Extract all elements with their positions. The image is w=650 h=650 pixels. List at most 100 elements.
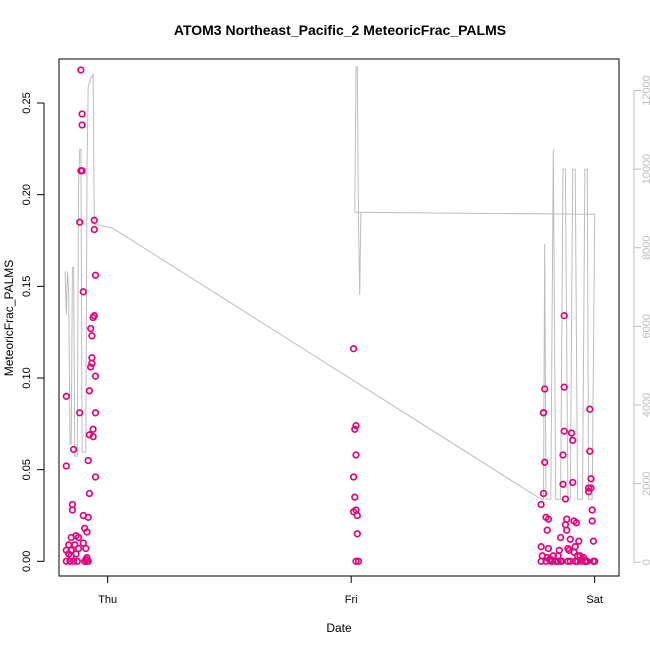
data-point	[537, 500, 545, 509]
data-point	[76, 409, 84, 417]
data-point	[563, 526, 571, 534]
data-point	[78, 167, 86, 175]
data-point	[74, 533, 83, 542]
y-tick-label: 0.00	[21, 551, 33, 572]
data-point	[567, 429, 576, 437]
data-point	[351, 425, 359, 433]
data-point	[91, 409, 100, 417]
data-point	[349, 345, 358, 353]
data-point	[62, 462, 70, 470]
data-point	[560, 383, 568, 391]
data-point	[87, 324, 95, 333]
data-point	[76, 218, 84, 226]
data-point	[569, 436, 577, 444]
plot-area-frame	[58, 58, 620, 577]
data-point	[353, 530, 361, 538]
data-point	[89, 425, 97, 433]
y-tick-label: 0.15	[21, 276, 33, 297]
data-point	[560, 312, 568, 320]
data-point	[88, 332, 96, 340]
scatter-points-layer	[62, 66, 599, 565]
data-point	[62, 392, 70, 400]
data-point	[541, 458, 549, 466]
y-tick-label: 0.10	[21, 367, 33, 388]
y2-tick-label: 0	[641, 559, 650, 565]
y-tick-label: 0.25	[21, 92, 33, 113]
data-point	[558, 557, 566, 565]
y2-tick-label: 2000	[641, 471, 650, 495]
data-point	[84, 513, 92, 521]
y2-tick-label: 12000	[641, 75, 650, 106]
data-point	[541, 385, 549, 393]
data-point	[555, 546, 563, 554]
data-point	[554, 557, 562, 565]
data-point	[544, 544, 553, 553]
data-point	[575, 537, 583, 545]
data-point	[69, 557, 78, 565]
data-point	[591, 557, 599, 565]
x-axis-label: Date	[326, 621, 352, 635]
y-axis-right: 0 2000 4000 6000 8000 10000 12000	[633, 75, 650, 565]
data-point	[90, 312, 98, 320]
data-point	[352, 422, 360, 430]
data-point	[91, 473, 100, 481]
y-tick-label: 0.05	[21, 459, 33, 480]
data-point	[586, 447, 594, 455]
data-point	[83, 528, 91, 536]
data-point	[84, 456, 92, 465]
data-point	[559, 451, 567, 459]
data-point	[544, 515, 553, 523]
data-point	[563, 515, 571, 523]
data-point	[73, 557, 81, 565]
data-point	[72, 550, 80, 558]
data-point	[352, 451, 360, 459]
data-point	[584, 484, 593, 492]
data-point	[353, 511, 361, 520]
y-tick-label: 0.20	[21, 184, 33, 205]
data-point	[85, 489, 94, 498]
data-point	[537, 543, 545, 551]
x-tick-label: Sat	[586, 594, 603, 606]
y-axis-left: 0.00 0.05 0.10 0.15 0.20 0.25	[21, 92, 45, 572]
data-point	[78, 121, 86, 129]
y2-tick-label: 10000	[641, 154, 650, 185]
data-point	[79, 288, 87, 296]
y2-tick-label: 6000	[641, 314, 650, 338]
altitude-line	[64, 66, 596, 500]
data-point	[77, 66, 85, 74]
data-point	[91, 372, 100, 380]
data-point	[78, 110, 86, 118]
x-tick-label: Fri	[345, 594, 358, 606]
data-point	[71, 541, 79, 549]
data-point	[571, 543, 579, 551]
data-point	[87, 363, 95, 371]
data-point	[586, 405, 594, 413]
x-tick-label: Thu	[98, 594, 117, 606]
data-point	[352, 557, 360, 565]
data-point	[588, 517, 596, 525]
data-point	[539, 489, 548, 498]
data-point	[566, 535, 574, 543]
data-point	[82, 544, 90, 553]
data-point	[587, 484, 595, 492]
data-point	[543, 526, 551, 534]
data-point	[88, 359, 96, 367]
data-point	[354, 557, 363, 565]
x-axis: Thu Fri Sat	[98, 575, 603, 606]
data-point	[89, 433, 97, 441]
data-point	[572, 519, 581, 527]
data-point	[588, 506, 596, 514]
data-point	[74, 544, 83, 553]
data-point	[79, 539, 87, 547]
data-point	[68, 506, 77, 514]
data-point	[349, 473, 358, 481]
data-point	[587, 475, 595, 483]
data-point	[564, 557, 572, 565]
data-point	[84, 557, 92, 565]
data-point	[559, 480, 567, 488]
data-point	[91, 271, 100, 279]
data-point	[83, 554, 91, 562]
data-point	[90, 216, 98, 224]
chart-title: ATOM3 Northeast_Pacific_2 MeteoricFrac_P…	[174, 22, 506, 38]
